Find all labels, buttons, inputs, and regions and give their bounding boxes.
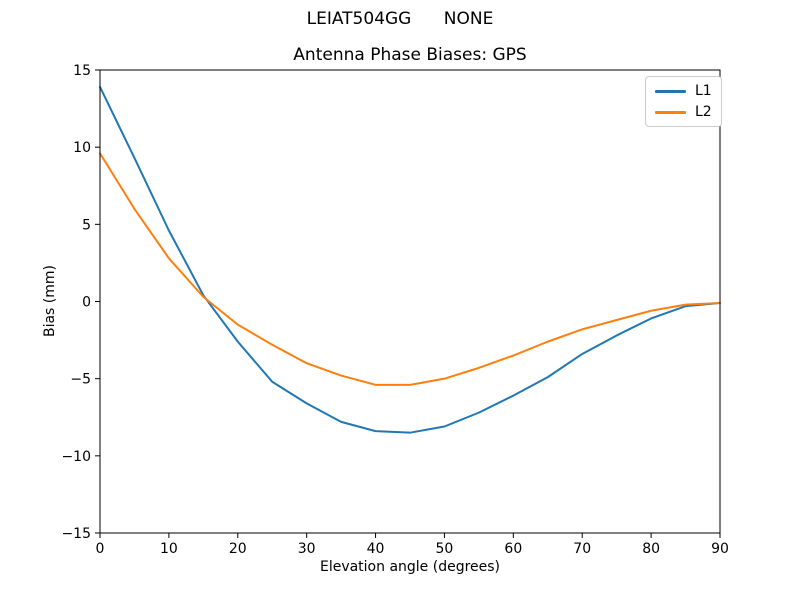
- plot-frame: [99, 69, 721, 534]
- x-tick-label: 10: [160, 541, 178, 557]
- y-tick-label: 0: [82, 295, 91, 311]
- l1-line-swatch: [655, 89, 686, 93]
- x-tick-label: 50: [436, 541, 454, 557]
- x-tick-label: 70: [573, 541, 591, 557]
- chart-title: Antenna Phase Biases: GPS: [293, 45, 527, 65]
- y-tick-label: −15: [61, 526, 91, 542]
- x-tick-label: 40: [367, 541, 385, 557]
- y-tick-label: −5: [70, 372, 91, 388]
- series-line-l2: [99, 152, 721, 386]
- y-tick-label: −10: [61, 449, 91, 465]
- x-tick-label: 90: [711, 541, 729, 557]
- x-tick-label: 80: [642, 541, 660, 557]
- y-tick-label: 10: [73, 140, 91, 156]
- l1-legend-label: L1: [695, 83, 712, 99]
- x-axis-label: Elevation angle (degrees): [319, 559, 501, 575]
- legend-item-l2: L2: [655, 103, 712, 121]
- y-tick-label: 5: [82, 217, 91, 233]
- x-tick-label: 30: [298, 541, 316, 557]
- l2-line-swatch: [655, 110, 686, 114]
- l2-legend-label: L2: [695, 104, 712, 120]
- legend: L1 L2: [645, 76, 722, 127]
- legend-item-l1: L1: [655, 82, 712, 100]
- x-tick-label: 0: [96, 541, 105, 557]
- y-tick-label: 15: [73, 63, 91, 79]
- x-tick-label: 60: [504, 541, 522, 557]
- series-line-l1: [99, 85, 721, 434]
- suptitle: LEIAT504GG NONE: [306, 9, 494, 29]
- x-tick-label: 20: [229, 541, 247, 557]
- y-axis-label: Bias (mm): [42, 264, 58, 338]
